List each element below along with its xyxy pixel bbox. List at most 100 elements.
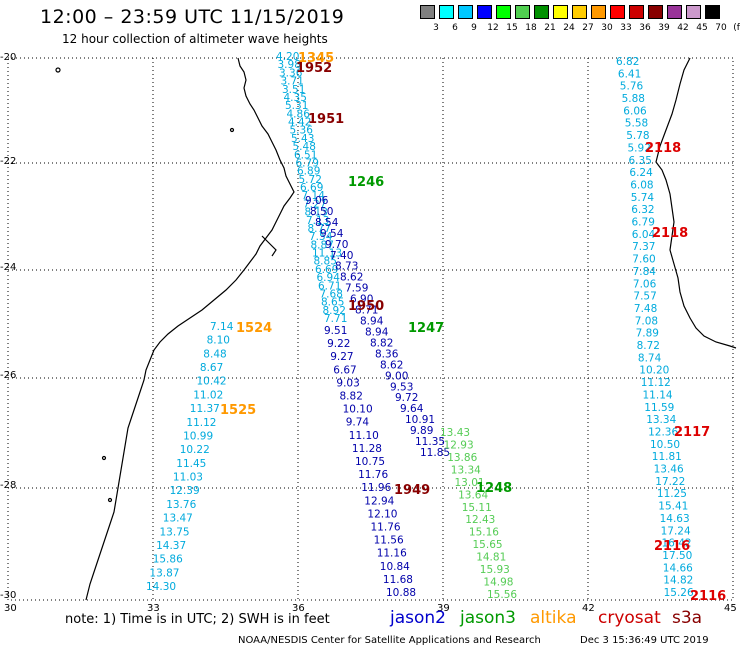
pass-time-label: 2117 [674, 425, 710, 440]
wave-height-value: 8.72 [637, 340, 660, 352]
wave-height-value: 7.13 [306, 215, 329, 227]
color-scale-label: 36 [639, 23, 651, 33]
wave-height-value: 11.25 [657, 488, 687, 500]
wave-height-value: 8.92 [323, 305, 346, 317]
lat-lon-grid [7, 57, 734, 601]
wave-height-value: 6.08 [630, 180, 653, 192]
wave-height-value: 15.41 [658, 501, 688, 513]
pass-time-label: 2116 [690, 589, 726, 604]
pass-time-label: 1345 [298, 51, 334, 66]
wave-height-value: 9.00 [385, 370, 408, 382]
wave-height-value: 7.68 [320, 288, 343, 300]
wave-height-value: 13.86 [447, 452, 477, 464]
wave-height-value: 3.51 [282, 84, 305, 96]
wave-height-value: 11.56 [374, 535, 404, 547]
color-scale-label: 33 [620, 23, 632, 33]
wave-height-value: 8.82 [340, 391, 363, 403]
wave-height-value: 5.76 [620, 81, 644, 93]
wave-height-value: 5.48 [293, 141, 316, 153]
island-inhaca [229, 127, 235, 133]
wave-height-value: 5.36 [290, 125, 314, 137]
wave-height-value: 11.59 [644, 402, 674, 414]
color-scale-label: 18 [525, 23, 537, 33]
wave-height-value: 11.76 [358, 469, 388, 481]
wave-height-value: 7.60 [632, 254, 655, 266]
wave-height-value: 10.99 [183, 431, 213, 443]
wave-height-value: 5.31 [285, 100, 308, 112]
color-scale-swatch [591, 5, 606, 19]
page-subtitle: 12 hour collection of altimeter wave hei… [62, 32, 328, 46]
wave-height-value: 5.88 [622, 93, 645, 105]
lat-label: -24 [0, 262, 17, 273]
wave-height-value: 13.75 [160, 526, 190, 538]
pass-time-label: 1524 [236, 321, 272, 336]
wave-height-value: 7.54 [309, 231, 333, 243]
wave-height-value: 7.37 [632, 241, 655, 253]
color-scale-label: 15 [506, 23, 518, 33]
wave-height-value: 10.42 [197, 376, 227, 388]
wave-height-value: 6.06 [623, 105, 647, 117]
wave-height-value: 5.43 [291, 133, 314, 145]
pass-time-label: 1951 [308, 112, 344, 127]
pass-time-label: 1247 [408, 321, 444, 336]
wave-height-value: 17.22 [655, 476, 685, 488]
wave-height-value: 8.50 [310, 206, 333, 218]
color-scale-label: 42 [677, 23, 689, 33]
wave-height-value: 9.72 [395, 392, 418, 404]
wave-height-value: 3.36 [279, 67, 303, 79]
color-scale-swatch [477, 5, 492, 19]
wave-height-value: 15.16 [469, 527, 499, 539]
island-2 [101, 455, 107, 461]
wave-height-value: 3.71 [281, 76, 304, 88]
wave-height-value: 8.77 [308, 223, 331, 235]
wave-height-tracks: 4.203.983.363.713.514.355.314.864.425.36… [146, 51, 694, 601]
color-scale-label: 6 [452, 23, 458, 33]
wave-height-value: 11.02 [193, 389, 223, 401]
wave-height-value: 15.93 [480, 564, 510, 576]
coastline-mozambique [85, 57, 295, 601]
wave-height-value: 6.90 [350, 294, 373, 306]
wave-height-value: 8.62 [380, 359, 403, 371]
wave-height-value: 14.82 [663, 575, 693, 587]
wave-height-value: 7.59 [345, 283, 368, 295]
wave-height-value: 17.24 [661, 525, 691, 537]
color-scale-swatch [572, 5, 587, 19]
wave-height-value: 10.91 [405, 414, 435, 426]
map-frame [7, 57, 734, 601]
wave-height-value: 13.43 [440, 427, 470, 439]
color-scale-label: (ft) [733, 23, 740, 33]
color-scale-swatch [629, 5, 644, 19]
wave-height-value: 6.79 [632, 217, 655, 229]
wave-height-value: 11.45 [176, 458, 206, 470]
wave-height-value: 14.66 [663, 562, 693, 574]
pass-time-label: 1246 [348, 175, 384, 190]
wave-height-value: 12.10 [367, 508, 397, 520]
wave-height-value: 12.94 [364, 495, 394, 507]
wave-height-value: 11.12 [186, 417, 216, 429]
wave-height-value: 13.64 [458, 489, 488, 501]
lat-label: -30 [0, 590, 17, 601]
wave-height-value: 10.22 [180, 444, 210, 456]
wave-height-value: 11.14 [643, 389, 673, 401]
wave-height-value: 14.81 [476, 552, 506, 564]
wave-height-value: 15.86 [153, 554, 183, 566]
wave-height-value: 8.82 [370, 337, 393, 349]
color-scale-swatch [458, 5, 473, 19]
wave-height-value: 10.88 [386, 587, 416, 599]
island-bazaruto [55, 67, 61, 73]
color-scale-swatch [553, 5, 568, 19]
wave-height-value: 8.54 [315, 217, 339, 229]
wave-height-value: 9.06 [305, 195, 329, 207]
wave-height-value: 17.50 [662, 550, 692, 562]
wave-height-value: 4.35 [284, 92, 307, 104]
wave-height-value: 14.63 [660, 513, 690, 525]
color-scale-label: 12 [487, 23, 499, 33]
wave-height-value: 8.87 [311, 239, 334, 251]
wave-height-value: 11.13 [312, 248, 342, 260]
wave-height-value: 12.43 [465, 514, 495, 526]
wave-height-value: 5.74 [631, 192, 655, 204]
wave-height-value: 4.20 [276, 51, 299, 63]
wave-height-value: 8.65 [321, 297, 344, 309]
wave-height-value: 9.03 [336, 377, 359, 389]
